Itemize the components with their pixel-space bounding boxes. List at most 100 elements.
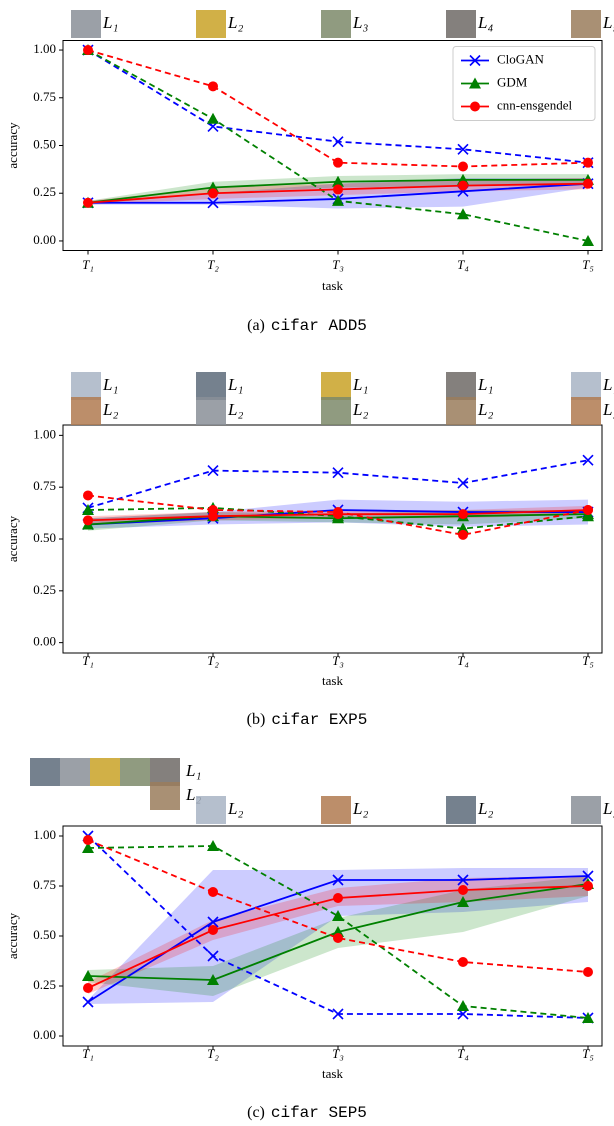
y-tick-label: 0.25 — [33, 184, 56, 199]
marker-circle — [583, 967, 593, 977]
task-label: L₂ — [102, 400, 118, 419]
x-tick-label: T₅ — [582, 257, 594, 272]
thumbnail — [446, 10, 476, 38]
marker-circle — [458, 509, 468, 519]
thumbnail — [571, 10, 601, 38]
thumbnail — [196, 796, 226, 824]
marker-circle — [83, 835, 93, 845]
marker-circle — [208, 887, 218, 897]
x-tick-label: T₂ — [207, 257, 219, 272]
marker-circle — [208, 188, 218, 198]
x-tick-label: T₁ — [82, 653, 94, 668]
task-label: L₁ — [102, 13, 118, 32]
task-label: L₂ — [602, 400, 614, 419]
thumbnail — [71, 372, 101, 400]
y-tick-label: 0.50 — [33, 530, 56, 545]
task-label: L₁ — [352, 375, 368, 394]
caption: (c)cifar SEP5 — [247, 1104, 367, 1123]
marker-circle — [83, 515, 93, 525]
marker-circle — [458, 181, 468, 191]
caption-label: (a) — [247, 317, 265, 334]
x-axis-label: task — [322, 1066, 343, 1081]
task-label: L₃ — [352, 13, 368, 32]
y-axis-label: accuracy — [5, 515, 20, 562]
task-label: L₅ — [602, 13, 614, 32]
thumbnail — [71, 10, 101, 38]
marker-circle — [583, 179, 593, 189]
marker-circle — [333, 158, 343, 168]
y-tick-label: 0.50 — [33, 136, 56, 151]
thumbnail — [446, 397, 476, 425]
thumbnail — [446, 796, 476, 824]
y-tick-label: 0.25 — [33, 977, 56, 992]
marker-circle — [83, 490, 93, 500]
caption-text: cifar EXP5 — [271, 711, 367, 729]
thumbnail — [446, 372, 476, 400]
x-tick-label: T₃ — [332, 257, 344, 272]
task-label: L₂ — [227, 13, 243, 32]
legend-label: cnn-ensgendel — [497, 97, 572, 112]
marker-circle — [458, 162, 468, 172]
marker-circle — [83, 45, 93, 55]
thumbnail — [90, 758, 120, 786]
legend-marker — [470, 102, 480, 112]
thumbnail — [321, 10, 351, 38]
thumbnail — [30, 758, 60, 786]
legend-label: GDM — [497, 74, 528, 89]
y-tick-label: 0.00 — [33, 232, 56, 247]
x-tick-label: T₄ — [457, 1046, 469, 1061]
thumbnail — [571, 796, 601, 824]
y-tick-label: 0.00 — [33, 1027, 56, 1042]
y-tick-label: 0.75 — [33, 89, 56, 104]
legend-label: CloGAN — [497, 51, 545, 66]
caption-text: cifar ADD5 — [271, 317, 367, 335]
thumbnail — [150, 758, 180, 786]
y-tick-label: 0.00 — [33, 634, 56, 649]
task-label: L₁ — [477, 375, 493, 394]
thumbnail — [571, 397, 601, 425]
thumbnail — [150, 782, 180, 810]
marker-circle — [333, 893, 343, 903]
task-label: L₂ — [477, 799, 493, 818]
caption: (a) cifar ADD5 — [247, 317, 367, 336]
thumbnail — [571, 372, 601, 400]
thumbnail — [71, 397, 101, 425]
x-tick-label: T₅ — [582, 653, 594, 668]
thumbnail — [196, 10, 226, 38]
page: {"chart_data": [ {"type": "line", "capti… — [0, 0, 614, 1126]
task-label: L₂ — [602, 799, 614, 818]
marker-circle — [583, 158, 593, 168]
marker-circle — [83, 983, 93, 993]
y-axis-label: accuracy — [5, 912, 20, 959]
task-label: L₂ — [352, 799, 368, 818]
y-axis-label: accuracy — [5, 122, 20, 169]
marker-circle — [583, 881, 593, 891]
chart: 0.000.250.500.751.00T₁T₂T₃T₄T₅taskaccura… — [5, 13, 614, 335]
task-label: L₁ — [185, 761, 201, 780]
marker-circle — [83, 198, 93, 208]
y-tick-label: 1.00 — [33, 426, 56, 441]
thumbnail — [321, 397, 351, 425]
marker-circle — [208, 511, 218, 521]
marker-circle — [458, 957, 468, 967]
y-tick-label: 0.75 — [33, 877, 56, 892]
marker-circle — [458, 885, 468, 895]
x-tick-label: T₄ — [457, 653, 469, 668]
caption-label: (c) — [247, 1104, 265, 1121]
x-tick-label: T₂ — [207, 653, 219, 668]
x-tick-label: T₁ — [82, 1046, 94, 1061]
caption-label: (b) — [247, 711, 266, 728]
marker-circle — [208, 925, 218, 935]
x-tick-label: T₂ — [207, 1046, 219, 1061]
y-tick-label: 1.00 — [33, 827, 56, 842]
thumbnail — [321, 796, 351, 824]
task-label: L₂ — [227, 400, 243, 419]
marker-triangle — [457, 1000, 469, 1011]
marker-circle — [208, 81, 218, 91]
thumbnail — [120, 758, 150, 786]
marker-circle — [333, 184, 343, 194]
task-label: L₄ — [477, 13, 493, 32]
plot-frame — [63, 425, 602, 653]
x-axis-label: task — [322, 673, 343, 688]
